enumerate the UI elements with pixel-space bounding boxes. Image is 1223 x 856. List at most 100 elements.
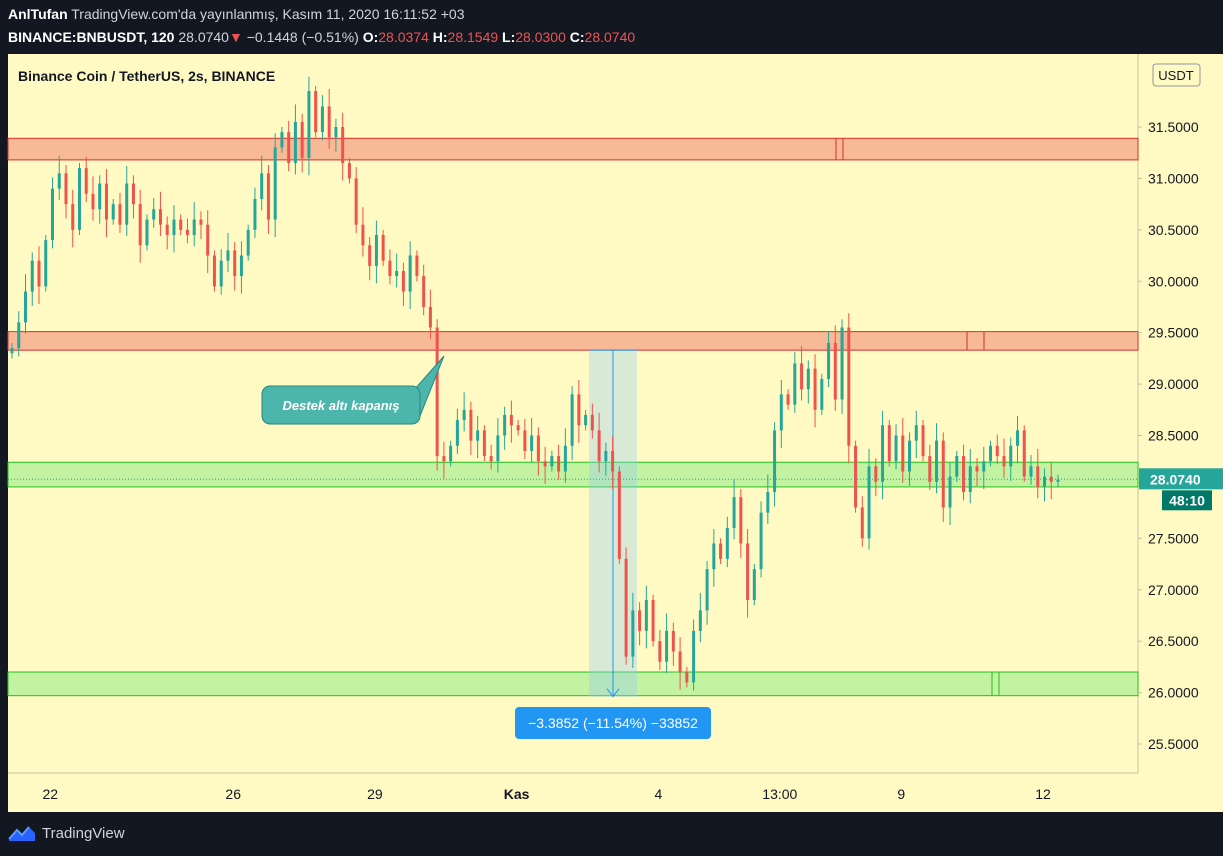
measure-label-box [515,707,711,739]
candle-body [118,204,122,225]
candlestick-chart[interactable]: Binance Coin / TetherUS, 2s, BINANCE USDT… [0,54,1223,812]
price-change: −0.1448 (−0.51%) [246,29,359,45]
candle-body [246,229,250,256]
candle-body [867,466,871,539]
candle-body [921,425,925,457]
candle-body [320,106,324,133]
candle-body [44,240,48,287]
candle-body [145,219,149,246]
y-tick-label: 29.5000 [1148,325,1199,341]
candle-body [1016,430,1020,446]
open-value: 28.0374 [378,29,429,45]
candle-body [631,610,635,657]
candle-body [476,430,480,441]
candle-body [287,132,291,163]
candle-body [833,342,837,400]
y-tick-label: 30.0000 [1148,273,1199,289]
candle-body [550,456,554,467]
candle-body [71,204,75,230]
candle-body [253,198,257,230]
candle-body [280,132,284,148]
candle-body [732,497,736,529]
measure-arrow-head [606,688,620,698]
candle-body [17,322,21,349]
candle-body [1029,466,1033,477]
candle-body [968,466,972,493]
tradingview-logo-icon [8,826,35,841]
candle-body [334,127,338,138]
y-tick-label: 27.5000 [1148,530,1199,546]
candle-body [361,224,365,246]
candle-body [563,445,567,472]
candle-body [374,234,378,266]
candle-body [1009,445,1013,467]
candle-body [840,327,844,400]
candle-body [64,173,68,205]
candle-body [266,173,270,220]
candle-body [422,276,426,307]
candle-body [314,91,318,133]
candle-body [125,183,129,225]
candle-body [678,651,682,673]
candle-body [779,394,783,431]
candle-body [23,291,27,323]
candle-body [455,420,459,446]
x-tick-label: 13:00 [762,786,797,802]
y-tick-label: 26.0000 [1148,685,1199,701]
candle-body [84,168,88,194]
y-tick-label: 28.5000 [1148,428,1199,444]
candle-body [199,219,203,225]
candle-body [523,430,527,451]
candle-body [239,255,243,277]
candle-body [307,91,311,158]
candle-body [158,209,162,225]
candle-body [543,461,547,467]
publication-header: AnlTufan TradingView.com'da yayınlanmış,… [8,6,465,22]
candle-body [1002,456,1006,467]
candle-body [388,260,392,277]
countdown-value: 48:10 [1169,492,1205,508]
candle-body [469,409,473,441]
candle-body [874,466,878,482]
candle-body [401,270,405,292]
x-tick-label: Kas [504,786,530,802]
price-label-value: 28.0740 [1150,471,1201,487]
candle-body [712,543,716,570]
footer-brand[interactable]: TradingView [42,824,125,842]
candle-body [665,630,669,662]
x-tick-label: 12 [1035,786,1051,802]
candle-body [584,414,588,426]
candle-body [914,425,918,441]
candle-body [806,368,810,390]
low-value: 28.0300 [515,29,566,45]
candle-body [489,456,493,462]
currency-box [1152,63,1201,87]
candle-body [813,368,817,410]
candle-body [57,173,61,189]
candle-body [820,378,824,410]
candle-body [597,430,601,462]
candle-body [300,121,304,158]
last-price: 28.0740 [178,29,229,45]
candle-body [212,255,216,287]
candle-body [671,630,675,652]
candle-body [644,600,648,631]
candle-body [698,610,702,631]
candle-body [503,414,507,436]
candle-body [104,183,108,220]
candle-body [395,270,399,277]
candle-body [341,127,345,163]
author-name[interactable]: AnlTufan [8,6,68,22]
x-tick-label: 22 [42,786,58,802]
candle-body [428,306,432,328]
x-tick-label: 26 [225,786,241,802]
candle-body [638,610,642,631]
candle-body [786,394,790,405]
candle-body [955,456,959,477]
y-tick-label: 26.5000 [1148,633,1199,649]
price-axis-background [1138,54,1223,773]
down-arrow-icon: ▼ [228,29,243,45]
candle-body [185,229,189,235]
candle-body [233,250,237,277]
candle-body [995,445,999,457]
